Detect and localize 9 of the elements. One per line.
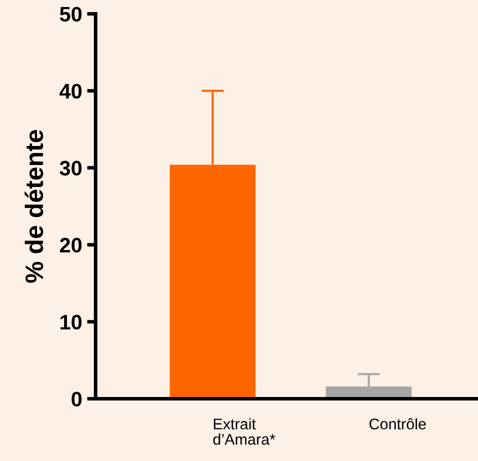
x-tick-label: Contrôle	[370, 418, 426, 430]
x-tick-label: Extrait d’Amara*	[213, 418, 276, 445]
y-axis-title: % de détente	[24, 130, 44, 283]
y-tick-label: 0	[72, 392, 82, 407]
y-tick-label: 50	[60, 6, 82, 22]
y-tick-label: 10	[60, 314, 82, 330]
y-tick-label: 20	[60, 238, 82, 253]
y-tick-label: 40	[60, 84, 82, 99]
y-tick-label: 30	[60, 160, 82, 176]
